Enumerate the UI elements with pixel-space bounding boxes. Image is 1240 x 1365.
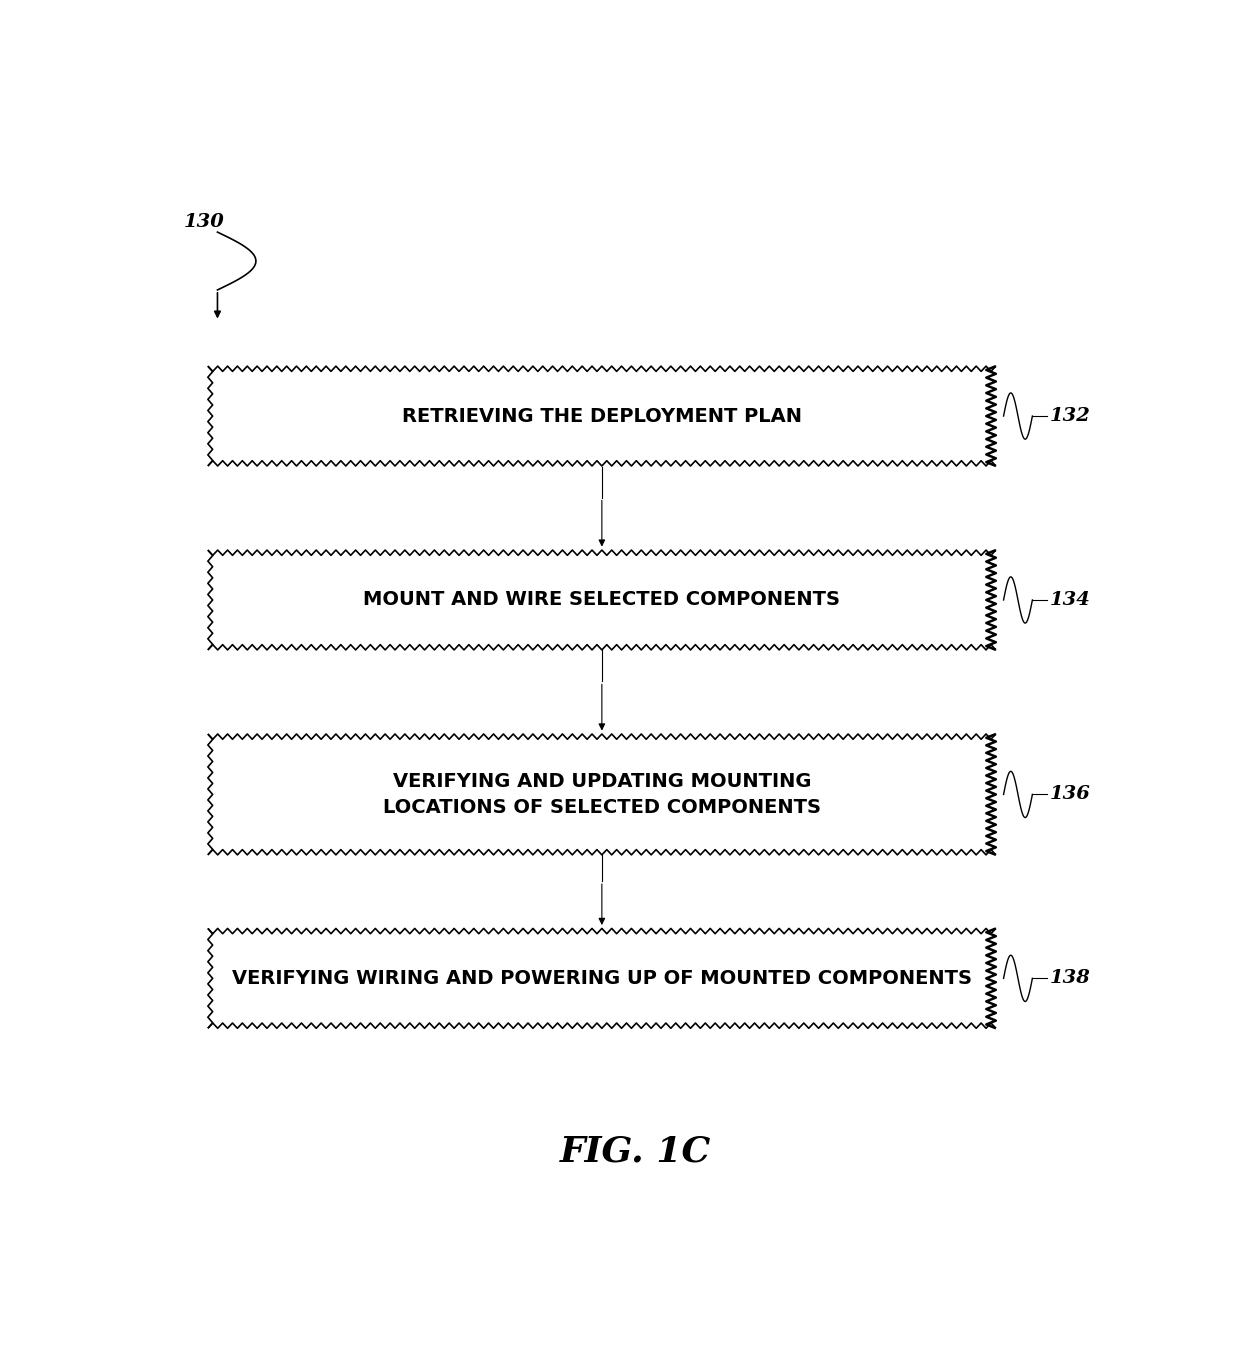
Text: 138: 138 (1050, 969, 1090, 987)
Text: MOUNT AND WIRE SELECTED COMPONENTS: MOUNT AND WIRE SELECTED COMPONENTS (363, 591, 841, 610)
Text: 132: 132 (1050, 407, 1090, 425)
Bar (208, 928, 996, 1028)
Text: 136: 136 (1050, 785, 1090, 804)
Bar (208, 550, 996, 650)
Text: VERIFYING WIRING AND POWERING UP OF MOUNTED COMPONENTS: VERIFYING WIRING AND POWERING UP OF MOUN… (232, 969, 972, 988)
Bar (208, 734, 996, 854)
Text: FIG. 1C: FIG. 1C (560, 1134, 711, 1168)
Text: 130: 130 (184, 213, 224, 231)
Text: VERIFYING AND UPDATING MOUNTING
LOCATIONS OF SELECTED COMPONENTS: VERIFYING AND UPDATING MOUNTING LOCATION… (383, 771, 821, 818)
Bar (208, 366, 996, 465)
Text: RETRIEVING THE DEPLOYMENT PLAN: RETRIEVING THE DEPLOYMENT PLAN (402, 407, 802, 426)
Text: 134: 134 (1050, 591, 1090, 609)
